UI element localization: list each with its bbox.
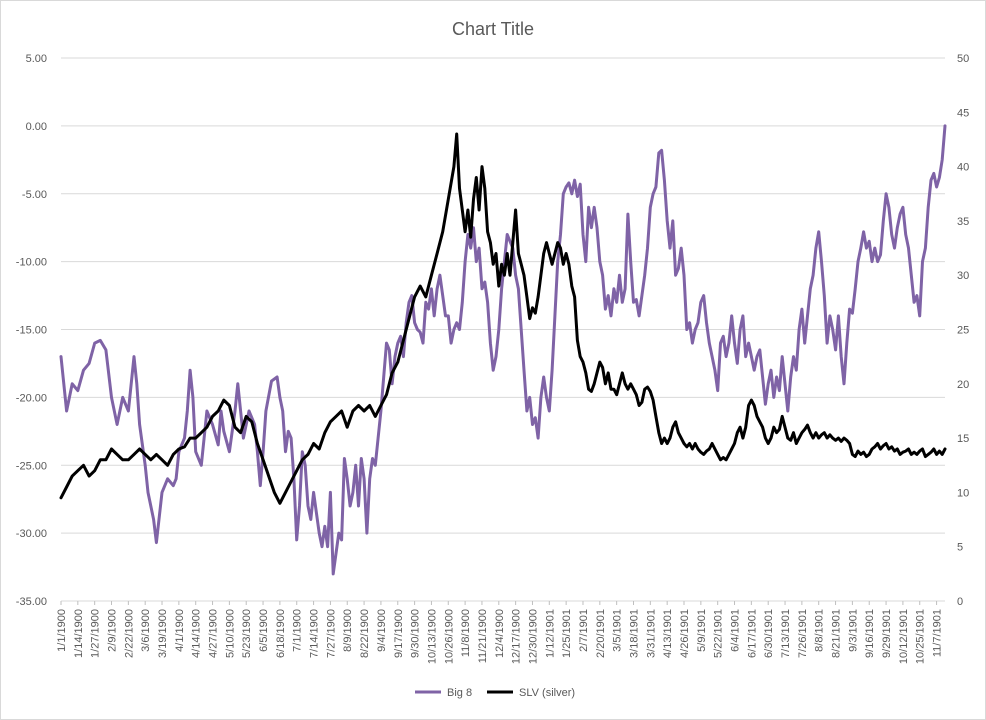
x-tick-label: 2/22/1900 xyxy=(123,609,135,658)
x-tick-label: 1/12/1901 xyxy=(544,609,556,658)
y-left-tick-label: -30.00 xyxy=(16,528,47,540)
x-tick-label: 5/22/1901 xyxy=(713,609,725,658)
y-left-tick-label: -15.00 xyxy=(16,325,47,337)
y-right-tick-label: 20 xyxy=(957,379,969,391)
legend: Big 8 SLV (silver) xyxy=(415,687,575,699)
gridlines xyxy=(61,57,945,602)
x-tick-label: 4/13/1901 xyxy=(662,609,674,658)
x-tick-label: 10/26/1900 xyxy=(443,609,455,664)
x-tick-label: 7/27/1900 xyxy=(325,609,337,658)
y-right-tick-label: 0 xyxy=(957,596,963,608)
x-tick-label: 3/19/1900 xyxy=(157,609,169,658)
x-tick-label: 9/16/1901 xyxy=(864,609,876,658)
x-tick-label: 3/6/1900 xyxy=(140,609,152,652)
x-tick-label: 7/1/1900 xyxy=(292,609,304,652)
x-tick-label: 4/26/1901 xyxy=(679,609,691,658)
x-tick-label: 10/12/1901 xyxy=(898,609,910,664)
y-right-tick-label: 25 xyxy=(957,325,969,337)
x-tick-label: 9/4/1900 xyxy=(376,609,388,652)
y-left-axis: 5.00 0.00 -5.00 -10.00 -15.00 -20.00 -25.00 -30… xyxy=(16,53,47,608)
x-tick-label: 11/7/1901 xyxy=(932,609,944,657)
x-tick-label: 10/25/1901 xyxy=(915,609,927,664)
y-right-tick-label: 5 xyxy=(957,542,963,554)
x-tick-label: 4/27/1900 xyxy=(208,609,220,658)
x-tick-label: 6/18/1900 xyxy=(275,609,287,658)
y-left-tick-label: 5.00 xyxy=(26,53,47,65)
y-left-tick-label: -25.00 xyxy=(16,460,47,472)
y-right-tick-label: 15 xyxy=(957,433,969,445)
x-tick-label: 11/21/1900 xyxy=(477,609,489,663)
x-tick-label: 3/5/1901 xyxy=(612,609,624,652)
x-tick-label: 2/20/1901 xyxy=(595,609,607,658)
x-tick-label: 9/30/1900 xyxy=(410,609,422,658)
x-tick-label: 8/21/1901 xyxy=(831,609,843,658)
x-tick-label: 6/30/1901 xyxy=(763,609,775,658)
x-tick-label: 4/1/1900 xyxy=(174,609,186,652)
y-right-tick-label: 35 xyxy=(957,216,969,228)
x-tick-label: 8/8/1901 xyxy=(814,609,826,652)
x-tick-label: 2/9/1900 xyxy=(107,609,119,652)
x-tick-label: 3/31/1901 xyxy=(645,609,657,658)
x-tick-label: 8/22/1900 xyxy=(359,609,371,658)
legend-label: Big 8 xyxy=(447,687,472,699)
x-tick-label: 8/9/1900 xyxy=(342,609,354,652)
x-tick-label: 5/9/1901 xyxy=(696,609,708,652)
y-left-tick-label: -20.00 xyxy=(16,392,47,404)
x-tick-label: 7/13/1901 xyxy=(780,609,792,658)
x-axis: 1/1/1900 1/14/1900 1/27/1900 2/9/1900 2/22/1… xyxy=(56,600,945,664)
y-left-tick-label: -10.00 xyxy=(16,257,47,269)
x-tick-label: 1/25/1901 xyxy=(561,609,573,658)
y-left-tick-label: 0.00 xyxy=(26,121,47,133)
x-tick-label: 11/8/1900 xyxy=(460,609,472,657)
y-right-tick-label: 30 xyxy=(957,270,969,282)
x-tick-label: 5/23/1900 xyxy=(241,609,253,658)
x-tick-label: 1/1/1900 xyxy=(56,609,68,652)
x-tick-label: 9/3/1901 xyxy=(847,609,859,652)
x-tick-label: 7/14/1900 xyxy=(309,609,321,658)
x-tick-label: 7/26/1901 xyxy=(797,609,809,658)
chart-title: Chart Title xyxy=(452,19,534,39)
x-tick-label: 1/14/1900 xyxy=(73,609,85,658)
y-left-tick-label: -35.00 xyxy=(16,596,47,608)
x-tick-label: 12/17/1900 xyxy=(511,609,523,664)
y-right-tick-label: 45 xyxy=(957,107,969,119)
y-right-tick-label: 40 xyxy=(957,162,969,174)
x-tick-label: 4/14/1900 xyxy=(191,609,203,658)
x-tick-label: 6/17/1901 xyxy=(746,609,758,658)
y-right-tick-label: 10 xyxy=(957,487,969,499)
x-tick-label: 9/29/1901 xyxy=(881,609,893,658)
series-line-big-8 xyxy=(59,124,947,576)
x-tick-label: 3/18/1901 xyxy=(628,609,640,658)
x-tick-label: 12/4/1900 xyxy=(494,609,506,658)
series-line-slv-silver- xyxy=(59,132,947,505)
legend-label: SLV (silver) xyxy=(519,687,575,699)
y-right-tick-label: 50 xyxy=(957,53,969,65)
x-tick-label: 6/4/1901 xyxy=(730,609,742,652)
x-tick-label: 1/27/1900 xyxy=(90,609,102,658)
x-tick-label: 6/5/1900 xyxy=(258,609,270,652)
x-tick-label: 12/30/1900 xyxy=(527,609,539,664)
x-tick-label: 10/13/1900 xyxy=(426,609,438,664)
x-tick-label: 2/7/1901 xyxy=(578,609,590,652)
series-layer xyxy=(59,124,947,576)
y-left-tick-label: -5.00 xyxy=(22,189,47,201)
x-tick-label: 5/10/1900 xyxy=(224,609,236,658)
x-tick-label: 9/17/1900 xyxy=(393,609,405,658)
